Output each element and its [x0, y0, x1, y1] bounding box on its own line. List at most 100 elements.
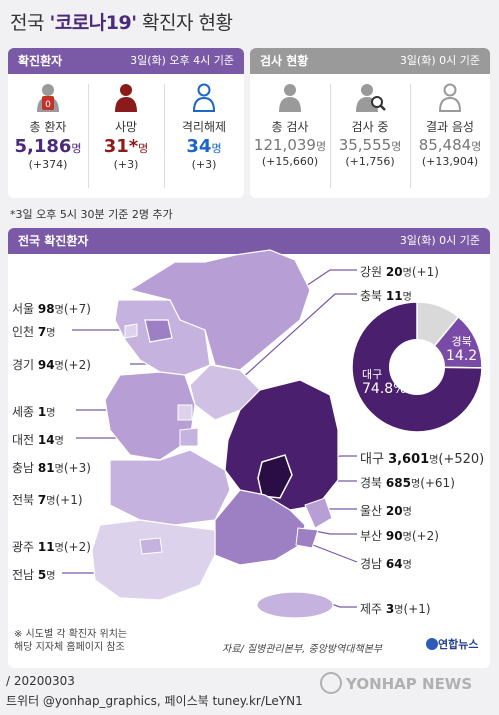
title-prefix: 전국 [10, 12, 50, 34]
region-count: 94 [37, 358, 55, 372]
region-name: 대구 [360, 452, 384, 467]
region-daejeon [179, 427, 199, 447]
pie-label-gyeongbuk-value: 14.2 [446, 348, 478, 364]
test-panel: 검사 현황 3일(화) 0시 기준 총 검사 121,039명 (+15,660… [250, 48, 490, 198]
region-count: 81 [37, 461, 55, 475]
pie-label-gyeongbuk: 경북 14.2 [446, 335, 477, 363]
globe-icon [426, 638, 438, 650]
person-magnifier-icon [353, 82, 387, 112]
stat-name: 검사 중 [351, 120, 389, 134]
region-unit: 명 [46, 571, 56, 582]
stat-unit: 명 [391, 140, 402, 153]
confirmed-panel-note: 3일(화) 오후 4시 기준 [130, 54, 234, 67]
region-label-daejeon: 대전 14명 [12, 431, 64, 448]
region-name: 대전 [12, 433, 35, 447]
region-label-gwangju: 광주 11명(+2) [12, 538, 91, 555]
region-count: 90 [385, 529, 403, 543]
region-count: 3,601 [388, 452, 430, 467]
region-count: 64 [385, 557, 403, 571]
test-panel-note: 3일(화) 0시 기준 [399, 54, 480, 67]
stat-number: 121,039 [253, 136, 316, 154]
person-outline-icon [433, 82, 467, 112]
stat-total-patients: 0 총 환자 5,186명 (+374) [8, 82, 88, 171]
person-icon: 0 [31, 82, 65, 112]
stat-name: 격리해제 [181, 120, 227, 134]
region-count: 14 [37, 433, 55, 447]
region-unit: 명 [46, 496, 56, 507]
stat-name: 사망 [114, 120, 138, 134]
stat-number: 35,555 [338, 136, 392, 154]
region-delta: (+61) [420, 476, 455, 490]
region-jeonbuk [109, 449, 231, 526]
region-jeonnam [91, 519, 216, 601]
region-name: 울산 [360, 504, 383, 518]
region-label-gangwon: 강원 20명(+1) [360, 263, 439, 280]
region-label-jeonnam: 전남 5명 [12, 566, 55, 583]
region-label-seoul: 서울 98명(+7) [12, 300, 91, 317]
region-label-gyeonggi: 경기 94명(+2) [12, 356, 91, 373]
region-label-jeju: 제주 3명(+1) [360, 600, 431, 617]
region-daegu [257, 454, 293, 499]
region-label-jeonbuk: 전북 7명(+1) [12, 491, 83, 508]
brand-name: 연합뉴스 [438, 638, 479, 651]
region-name: 전북 [12, 493, 35, 507]
stat-delta: (+1,756) [345, 155, 395, 168]
stat-value: 5,186명 [8, 136, 88, 157]
stat-name: 결과 음성 [426, 120, 474, 134]
confirmed-panel: 확진환자 3일(화) 오후 4시 기준 0 총 환자 5,186명 (+374)… [8, 48, 244, 198]
region-unit: 명 [54, 436, 64, 447]
test-panel-label: 검사 현황 [260, 54, 309, 68]
watermark-logo-icon [320, 672, 342, 694]
title-highlight: '코로나19' [49, 12, 138, 34]
region-chungbuk [189, 364, 261, 421]
region-label-gyeongnam: 경남 64명 [360, 555, 412, 572]
person-icon [273, 82, 307, 112]
social-links: 트위터 @yonhap_graphics, 페이스북 tuney.kr/LeYN… [6, 694, 303, 708]
stat-number: 85,484 [418, 136, 472, 154]
brand-logo: 연합뉴스 [426, 636, 478, 652]
region-label-chungnam: 충남 81명(+3) [12, 459, 91, 476]
region-name: 강원 [360, 265, 383, 279]
region-label-ulsan: 울산 20명 [360, 502, 412, 519]
stat-value: 85,484명 [410, 136, 490, 154]
region-sejong [177, 404, 193, 421]
region-name: 충남 [12, 461, 35, 475]
stat-negative: 결과 음성 85,484명 (+13,904) [410, 82, 490, 168]
stat-released: 격리해제 34명 (+3) [164, 82, 244, 171]
region-count: 20 [385, 265, 403, 279]
stat-delta: (+13,904) [421, 155, 479, 168]
stat-unit: 명 [211, 142, 222, 155]
confirmed-panel-label: 확진환자 [18, 54, 63, 68]
region-gwangju [139, 537, 163, 555]
region-name: 광주 [12, 540, 35, 554]
stat-unit: 명 [315, 140, 327, 153]
region-name: 경남 [360, 557, 383, 571]
region-name: 경북 [360, 476, 383, 490]
stat-number: 5,186 [14, 136, 72, 157]
region-delta: (+2) [63, 540, 91, 554]
region-incheon [124, 323, 138, 339]
watermark: YONHAP NEWS [320, 672, 472, 694]
stat-total-tests: 총 검사 121,039명 (+15,660) [250, 82, 330, 168]
stat-deaths: 사망 31*명 (+3) [88, 82, 164, 171]
map-note: ※ 시도별 각 확진자 위치는 해당 지자체 홈페이지 참조 [14, 629, 128, 653]
region-unit: 명 [54, 543, 64, 554]
region-delta: (+1) [55, 493, 83, 507]
pie-slice-daegu [351, 301, 483, 433]
stat-delta: (+3) [113, 158, 139, 171]
region-label-chungbuk: 충북 11명 [360, 287, 412, 304]
region-name: 제주 [360, 602, 383, 616]
region-label-sejong: 세종 1명 [12, 403, 55, 420]
source-text: 자료/ 질병관리본부, 중앙방역대책본부 [222, 644, 383, 655]
stat-number: 31* [103, 136, 139, 157]
pie-chart [351, 301, 483, 433]
region-unit: 명 [46, 328, 56, 339]
stat-testing: 검사 중 35,555명 (+1,756) [330, 82, 410, 168]
region-unit: 명 [54, 464, 64, 475]
region-unit: 명 [54, 361, 64, 372]
region-name: 경기 [12, 358, 35, 372]
stat-unit: 명 [471, 140, 482, 153]
region-label-daegu: 대구 3,601명(+520) [360, 448, 484, 467]
map-panel-note: 3일(화) 0시 기준 [399, 234, 480, 247]
